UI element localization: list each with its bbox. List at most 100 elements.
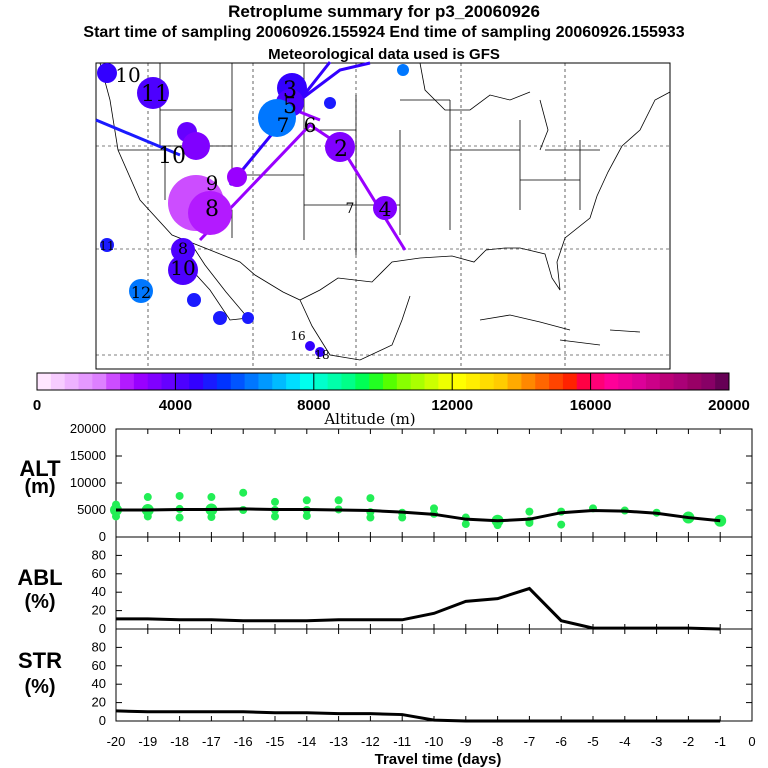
colorbar-swatch-15	[230, 373, 246, 390]
colorbar-swatch-16	[244, 373, 259, 390]
xtick-label--1: -1	[714, 734, 726, 749]
colorbar-swatch-11	[175, 373, 190, 390]
ytick-label-abl-80: 80	[92, 547, 106, 562]
colorbar-swatch-13	[203, 373, 218, 390]
trajectory-marker-7	[397, 64, 409, 76]
ytick-label-str-80: 80	[92, 639, 106, 654]
colorbar-swatch-46	[659, 373, 675, 390]
colorbar-swatch-22	[327, 373, 342, 390]
trajectory-marker-9	[182, 132, 210, 160]
colorbar-swatch-50	[715, 373, 730, 390]
colorbar-swatch-2	[50, 373, 66, 390]
trajectory-marker-1	[97, 63, 117, 83]
trajectory-marker-14	[373, 196, 397, 220]
alt-point-11	[207, 493, 216, 502]
colorbar-swatch-26	[383, 373, 398, 390]
trajectory-marker-17	[100, 238, 114, 252]
colorbar-swatch-12	[189, 373, 204, 390]
ytick-label-abl-40: 40	[92, 584, 106, 599]
ylabel-abl-2: (%)	[24, 591, 55, 613]
colorbar-tick-label-16000: 16000	[570, 397, 612, 414]
alt-point-17	[271, 512, 279, 521]
alt-point-22	[334, 496, 343, 505]
ytick-label-str-20: 20	[92, 695, 106, 710]
xtick-label--17: -17	[202, 734, 221, 749]
colorbar-swatch-14	[216, 373, 232, 390]
ytick-label-alt-15000: 15000	[70, 448, 106, 463]
map-label-15: 12	[131, 283, 151, 302]
map-label-12: 4	[379, 197, 392, 221]
colorbar-swatch-47	[673, 373, 688, 390]
ylabel-alt-1: ALT	[19, 456, 61, 481]
alt-point-3	[112, 512, 120, 521]
colorbar-swatch-36	[521, 373, 536, 390]
alt-point-16	[271, 497, 279, 506]
alt-point-25	[366, 513, 375, 522]
alt-point-24	[366, 494, 375, 503]
trajectory-marker-18	[129, 279, 153, 303]
xtick-label--12: -12	[361, 734, 380, 749]
alt-point-31	[461, 520, 470, 529]
colorbar-swatch-1	[37, 373, 52, 390]
map-label-6: 6	[304, 113, 317, 137]
map-label-5: 7	[277, 113, 290, 137]
met-data-note: Meteorological data used is GFS	[268, 46, 500, 63]
map-label-7: 2	[334, 137, 348, 162]
colorbar-swatch-10	[161, 373, 176, 390]
alt-point-27	[398, 513, 407, 522]
str-series-line	[115, 709, 721, 723]
colorbar-swatch-39	[562, 373, 578, 390]
xtick-label--4: -4	[619, 734, 631, 749]
colorbar-swatch-37	[535, 373, 550, 390]
colorbar-swatch-30	[438, 373, 453, 390]
ytick-label-alt-20000: 20000	[70, 421, 106, 436]
ytick-label-str-0: 0	[99, 713, 106, 728]
colorbar-tick-label-8000: 8000	[297, 397, 330, 414]
colorbar-swatch-34	[493, 373, 509, 390]
colorbar-swatch-4	[78, 373, 93, 390]
map-label-17: 16	[290, 329, 305, 343]
trajectory-marker-11	[227, 167, 247, 187]
colorbar-tick-label-20000: 20000	[708, 397, 750, 414]
xtick-label--5: -5	[587, 734, 599, 749]
map-label-13: 8	[178, 239, 188, 258]
colorbar-swatch-32	[466, 373, 481, 390]
colorbar-swatch-43	[618, 373, 633, 390]
colorbar-swatch-25	[369, 373, 384, 390]
ytick-label-abl-20: 20	[92, 603, 106, 618]
colorbar-swatch-3	[64, 373, 80, 390]
trajectory-marker-5	[258, 99, 296, 137]
colorbar-swatch-41	[590, 373, 605, 390]
trajectory-line-5	[299, 110, 321, 122]
xtick-label--15: -15	[266, 734, 285, 749]
ytick-label-alt-5000: 5000	[77, 502, 106, 517]
trajectory-marker-21	[242, 312, 254, 324]
colorbar-swatch-33	[479, 373, 495, 390]
trajectory-line-4	[198, 123, 407, 251]
ytick-label-alt-0: 0	[99, 529, 106, 544]
colorbar-swatch-31	[452, 373, 467, 390]
colorbar-swatch-24	[355, 373, 370, 390]
alt-point-8	[175, 491, 184, 500]
abl-series-line	[116, 586, 721, 631]
xtick-label--16: -16	[234, 734, 253, 749]
trajectory-marker-13	[188, 191, 232, 235]
sampling-time: Start time of sampling 20060926.155924 E…	[83, 24, 685, 41]
trajectory-marker-15	[171, 238, 195, 262]
xtick-label--9: -9	[460, 734, 472, 749]
alt-point-35	[525, 507, 534, 516]
alt-point-29	[430, 504, 438, 513]
ylabel-str-2: (%)	[24, 676, 55, 698]
trajectory-marker-2	[137, 77, 169, 109]
map-label-18: 18	[314, 348, 329, 362]
map-label-16: 11	[99, 239, 114, 253]
colorbar-swatch-9	[147, 373, 163, 390]
map-label-1: 10	[115, 63, 140, 87]
alt-point-36	[525, 518, 534, 527]
colorbar-swatch-40	[576, 373, 592, 390]
map-label-11: 7	[346, 201, 355, 217]
colorbar-swatch-48	[687, 373, 702, 390]
map-label-3: 3	[283, 78, 297, 103]
colorbar-swatch-45	[645, 373, 661, 390]
